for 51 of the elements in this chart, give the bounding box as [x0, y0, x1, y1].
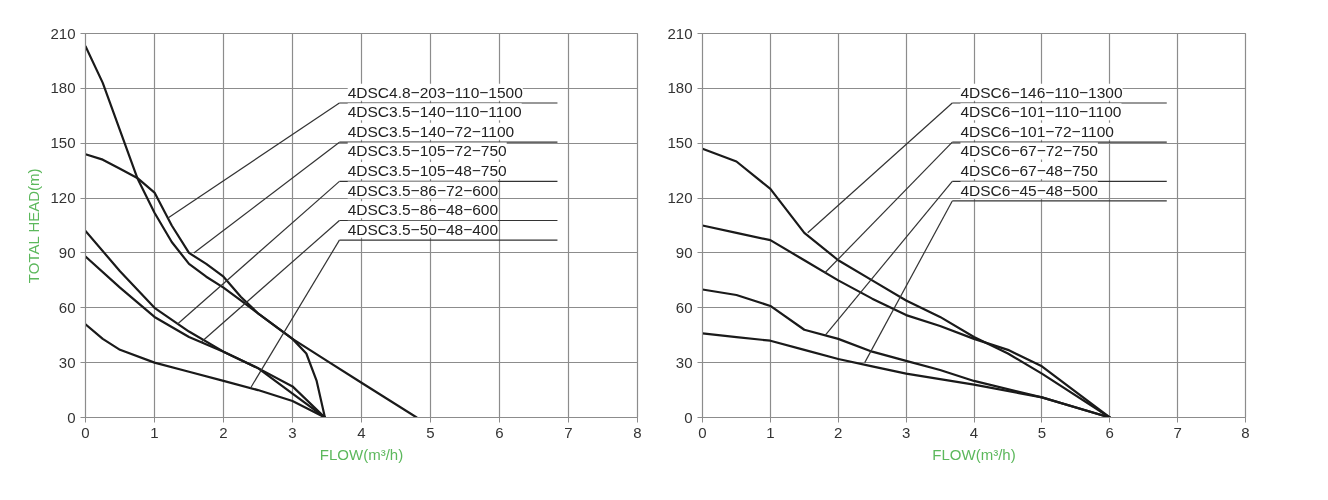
x-tick-label: 8 — [1241, 423, 1250, 441]
annotation: 4DSC3.5−140−110−1100 — [347, 103, 523, 121]
x-tick-label: 6 — [1105, 423, 1114, 441]
y-tick-label: 120 — [667, 189, 693, 207]
x-tick-label: 7 — [564, 423, 573, 441]
x-tick-label: 3 — [288, 423, 297, 441]
y-tick-label: 60 — [675, 298, 693, 316]
y-tick-label: 120 — [50, 189, 76, 207]
x-tick-label: 8 — [633, 423, 642, 441]
annotation: 4DSC6−146−110−1300 — [960, 83, 1123, 101]
y-tick-label: 210 — [50, 24, 76, 42]
y-tick-label: 30 — [675, 353, 693, 371]
y-tick-label: 30 — [58, 353, 76, 371]
annotation: 4DSC3.5−105−72−750 — [347, 142, 508, 160]
x-tick-label: 7 — [1173, 423, 1182, 441]
annotation: 4DSC3.5−86−48−600 — [347, 201, 499, 219]
y-axis-title: TOTAL HEAD(m) — [25, 168, 43, 284]
annotation: 4DSC6−45−48−500 — [960, 181, 1099, 199]
x-tick-label: 2 — [219, 423, 228, 441]
x-tick-label: 1 — [150, 423, 159, 441]
x-tick-label: 0 — [81, 423, 90, 441]
x-tick-label: 5 — [1037, 423, 1047, 441]
annotation: 4DSC3.5−86−72−600 — [347, 181, 499, 199]
x-tick-label: 4 — [357, 423, 366, 441]
annotation: 4DSC6−67−72−750 — [960, 142, 1099, 160]
y-tick-label: 180 — [50, 79, 76, 97]
y-tick-label: 210 — [667, 24, 693, 42]
x-tick-label: 3 — [901, 423, 911, 441]
annotation: 4DSC3.5−140−72−1100 — [347, 122, 515, 140]
x-axis-title: FLOW(m³/h) — [932, 445, 1016, 463]
annotation: 4DSC3.5−50−48−400 — [347, 220, 499, 238]
x-tick-label: 4 — [969, 423, 979, 441]
y-tick-label: 0 — [67, 408, 76, 426]
annotation: 4DSC6−101−110−1100 — [960, 103, 1122, 121]
x-tick-label: 6 — [495, 423, 504, 441]
annotation: 4DSC4.8−203−110−1500 — [347, 83, 524, 101]
y-tick-label: 60 — [58, 298, 76, 316]
x-tick-label: 1 — [766, 423, 775, 441]
y-tick-label: 90 — [675, 243, 693, 261]
y-tick-label: 150 — [50, 134, 76, 152]
y-tick-label: 90 — [58, 243, 76, 261]
x-tick-label: 0 — [698, 423, 707, 441]
y-tick-label: 0 — [684, 408, 693, 426]
y-tick-label: 150 — [667, 134, 693, 152]
x-axis-title: FLOW(m³/h) — [319, 445, 404, 463]
y-tick-label: 180 — [667, 79, 693, 97]
annotation: 4DSC3.5−105−48−750 — [347, 162, 508, 180]
annotation: 4DSC6−67−48−750 — [960, 162, 1099, 180]
annotation: 4DSC6−101−72−1100 — [960, 122, 1115, 140]
x-tick-label: 2 — [834, 423, 843, 441]
x-tick-label: 5 — [426, 423, 435, 441]
